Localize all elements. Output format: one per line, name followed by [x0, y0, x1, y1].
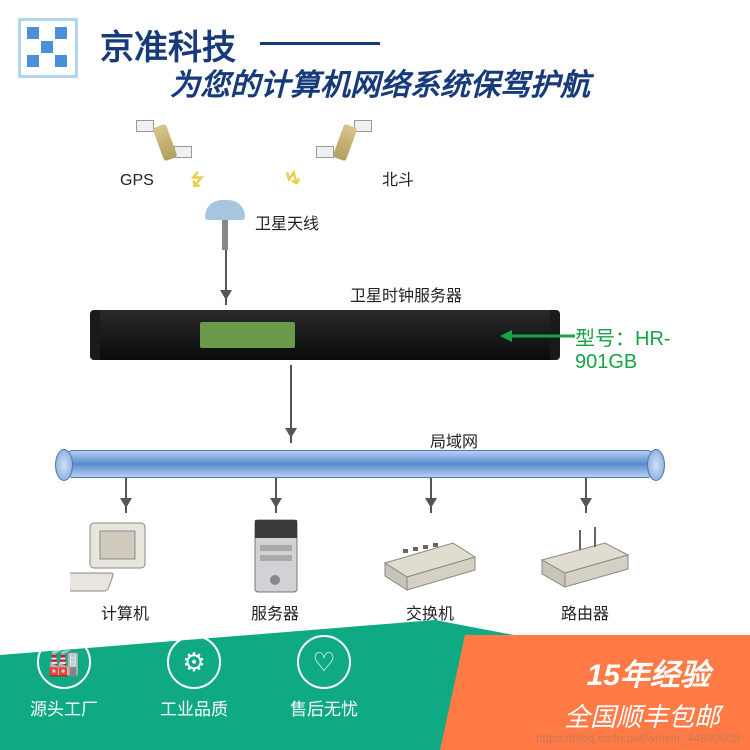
badge-factory: 🏭 源头工厂 — [30, 635, 98, 720]
heart-icon: ♡ — [297, 635, 351, 689]
gear-icon: ⚙ — [167, 635, 221, 689]
footer: 🏭 源头工厂 ⚙ 工业品质 ♡ 售后无忧 15年经验 全国顺丰包邮 — [0, 610, 750, 750]
computer-icon — [70, 515, 180, 595]
watermark: https://blog.csdn.net/weixin_44990608 — [536, 731, 740, 745]
switch-icon — [375, 515, 485, 595]
badge-aftersale: ♡ 售后无忧 — [290, 635, 358, 720]
lan-tube — [60, 450, 660, 478]
device-server: 服务器 — [220, 515, 330, 595]
device-computer: 计算机 — [70, 515, 180, 595]
badge-label: 售后无忧 — [290, 695, 358, 720]
model-label: 型号：HR-901GB — [575, 322, 720, 374]
device-router: 路由器 — [530, 515, 640, 595]
slogan: 为您的计算机网络系统保驾护航 — [170, 60, 590, 104]
signal-zigzag-icon: ↯ — [281, 164, 307, 194]
label-lan: 局域网 — [430, 428, 478, 452]
router-icon — [530, 515, 640, 595]
label-clock-server: 卫星时钟服务器 — [350, 282, 462, 306]
server-screen — [200, 322, 295, 348]
antenna-icon — [205, 200, 245, 240]
rack-server — [90, 310, 560, 360]
connector-line — [585, 478, 587, 513]
connector-line — [430, 478, 432, 513]
label-beidou: 北斗 — [382, 166, 414, 190]
company-logo — [18, 18, 78, 78]
network-diagram: GPS 北斗 ↯ ↯ 卫星天线 卫星时钟服务器 型号：HR-901GB 局域网 — [30, 110, 720, 630]
badge-quality: ⚙ 工业品质 — [160, 635, 228, 720]
label-antenna: 卫星天线 — [255, 210, 319, 234]
experience-text: 15年经验 — [587, 650, 710, 694]
arrow-down-icon — [225, 250, 227, 305]
shipping-text: 全国顺丰包邮 — [564, 697, 720, 734]
label-gps: GPS — [120, 172, 154, 190]
device-switch: 交换机 — [375, 515, 485, 595]
connector-line — [125, 478, 127, 513]
header: 京准科技 为您的计算机网络系统保驾护航 — [10, 10, 740, 100]
arrow-down-icon — [290, 365, 292, 443]
badge-label: 源头工厂 — [30, 695, 98, 720]
arrow-left-icon — [500, 328, 575, 344]
satellite-beidou — [310, 110, 380, 180]
decor-line — [260, 42, 380, 45]
factory-icon: 🏭 — [37, 635, 91, 689]
badge-label: 工业品质 — [160, 695, 228, 720]
connector-line — [275, 478, 277, 513]
model-prefix: 型号： — [575, 328, 635, 350]
satellite-gps — [130, 110, 200, 180]
server-tower-icon — [220, 515, 330, 595]
